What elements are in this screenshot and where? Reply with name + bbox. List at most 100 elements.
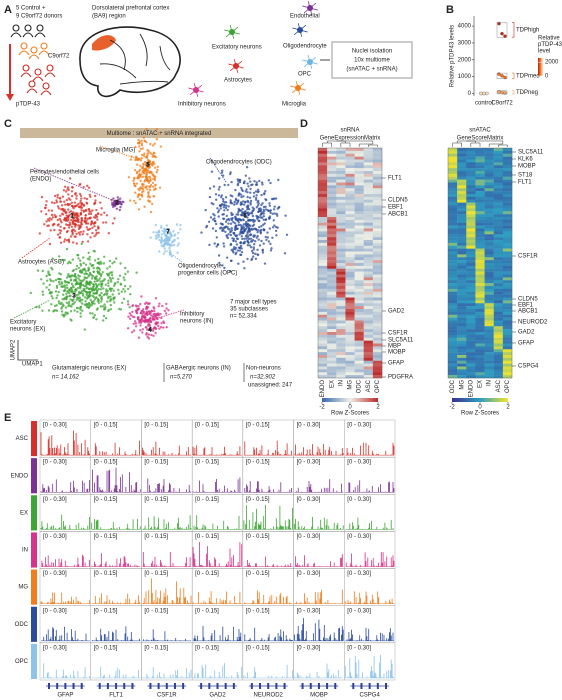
heatmap-cell <box>327 320 337 324</box>
heatmap-cell <box>327 357 337 361</box>
umap-point <box>131 310 134 314</box>
heatmap-cell <box>448 277 458 281</box>
heatmap-cell <box>475 332 485 336</box>
umap-point <box>117 288 120 292</box>
heatmap-cell <box>345 323 355 327</box>
umap-point <box>119 197 122 200</box>
heatmap-cell <box>318 240 328 244</box>
heatmap-cell <box>318 268 328 272</box>
track-scale: [0 - 0.15] <box>94 460 118 466</box>
umap-point <box>260 203 263 207</box>
umap-point <box>268 202 271 205</box>
heatmap-cell <box>457 280 467 284</box>
heatmap-cell <box>318 171 328 175</box>
heatmap-cell <box>448 263 458 267</box>
gene-exon <box>309 683 312 689</box>
heatmap-cell <box>354 309 364 313</box>
heatmap-cell <box>318 208 328 212</box>
heatmap-cell <box>493 355 504 359</box>
heatmap-cell <box>354 265 364 269</box>
umap-point <box>275 234 278 237</box>
umap-point <box>157 312 160 315</box>
umap-point <box>78 282 82 285</box>
umap-point <box>240 195 243 199</box>
person-icon <box>20 42 28 50</box>
umap-point <box>93 298 97 301</box>
heatmap-cell <box>457 372 467 376</box>
umap-point <box>247 213 250 216</box>
umap-point <box>75 298 78 302</box>
umap-point <box>141 328 145 331</box>
heatmap-cell <box>457 309 467 313</box>
umap-point <box>93 222 96 225</box>
cell-icon <box>303 61 311 68</box>
row-label: ENDO <box>11 473 29 479</box>
umap-point <box>139 329 142 332</box>
heatmap-cell <box>475 194 485 198</box>
heatmap-cell <box>327 168 337 172</box>
umap-point <box>54 290 58 293</box>
umap-point <box>86 240 90 243</box>
umap-point <box>261 202 264 205</box>
umap-point <box>79 300 82 303</box>
umap-point <box>63 200 66 203</box>
heatmap-cell <box>336 340 346 344</box>
cell-icon <box>307 1 311 9</box>
umap-point <box>246 244 249 247</box>
umap-point <box>46 279 49 282</box>
heatmap-cell <box>327 263 337 267</box>
umap-point <box>151 155 154 158</box>
heatmap-cell <box>502 352 513 356</box>
heatmap-cell <box>448 352 458 356</box>
track-scale: [0 - 0.15] <box>94 423 118 429</box>
heatmap-cell <box>354 225 364 229</box>
heatmap-cell <box>372 182 383 186</box>
umap-point <box>120 202 123 206</box>
umap-point <box>72 217 76 220</box>
umap-point <box>262 218 265 221</box>
heatmap-cell <box>345 263 355 267</box>
umap-point <box>224 230 227 234</box>
gene-label: FLT1 <box>518 180 532 186</box>
umap-point <box>134 322 138 325</box>
bracket <box>512 90 515 95</box>
umap-point <box>221 223 224 226</box>
heatmap-cell <box>484 265 494 269</box>
umap-point <box>163 244 166 247</box>
heatmap-cell <box>502 355 513 359</box>
umap-point <box>117 202 120 205</box>
umap-point <box>45 220 48 223</box>
umap-point <box>152 329 155 332</box>
heatmap-cell <box>484 148 494 152</box>
track-scale: [0 - 0.30] <box>297 571 321 577</box>
umap-point <box>157 305 160 308</box>
heatmap-cell <box>363 329 374 333</box>
umap-point <box>155 231 158 234</box>
umap-point <box>129 199 132 202</box>
heatmap-cell <box>327 191 337 195</box>
point <box>482 91 486 96</box>
umap-point <box>107 309 110 313</box>
umap-point <box>88 303 92 306</box>
umap-point <box>231 237 234 240</box>
heatmap-cell <box>475 171 485 175</box>
umap-point <box>84 263 88 266</box>
umap-point <box>242 218 245 222</box>
cell-icon <box>307 55 311 63</box>
umap-point <box>163 309 166 313</box>
track-scale: [0 - 0.30] <box>43 497 67 503</box>
heatmap-cell <box>354 286 364 290</box>
umap-point <box>81 283 85 287</box>
umap-point <box>204 208 207 212</box>
row-color-bar <box>31 421 37 457</box>
heatmap-cell <box>345 231 355 235</box>
heatmap-cell <box>484 366 494 370</box>
umap-point <box>65 301 69 304</box>
umap-point <box>154 184 157 187</box>
heatmap-cell <box>363 257 374 261</box>
umap-point <box>242 231 245 234</box>
heatmap-cell <box>493 317 504 321</box>
heatmap-cell <box>502 309 513 313</box>
heatmap-cell <box>457 294 467 298</box>
heatmap-cell <box>475 329 485 333</box>
